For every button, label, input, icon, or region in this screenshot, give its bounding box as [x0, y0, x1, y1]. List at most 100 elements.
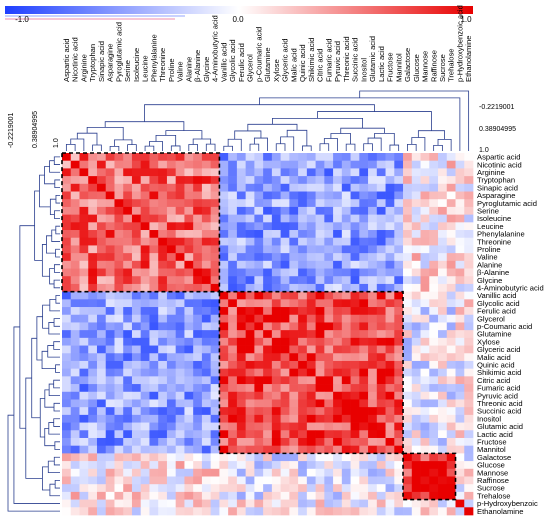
heatmap-cell [70, 384, 80, 393]
heatmap-cell [254, 368, 264, 377]
heatmap-cell [184, 337, 194, 346]
heatmap-cell [376, 422, 386, 431]
heatmap-cell [105, 368, 115, 377]
heatmap-cell [219, 222, 229, 231]
heatmap-cell [245, 291, 255, 300]
heatmap-cell [105, 484, 115, 493]
heatmap-cell [306, 222, 316, 231]
heatmap-cell [219, 399, 229, 408]
dendrogram-branch [104, 121, 185, 131]
heatmap-cell [245, 268, 255, 277]
heatmap-cell [105, 291, 115, 300]
heatmap-cell [289, 360, 299, 370]
heatmap-cell [429, 230, 439, 239]
heatmap-cell [446, 168, 456, 177]
heatmap-cell [333, 176, 343, 185]
heatmap-cell [158, 168, 168, 177]
heatmap-cell [280, 276, 290, 285]
row-label: Glucose [477, 461, 505, 470]
heatmap-cell [254, 191, 264, 200]
heatmap-cell [280, 430, 290, 439]
heatmap-cell [245, 191, 255, 200]
heatmap-cell [123, 491, 133, 500]
heatmap-cell [403, 168, 413, 177]
heatmap-cell [446, 376, 456, 385]
heatmap-cell [114, 391, 124, 400]
heatmap-cell [254, 391, 264, 400]
heatmap-cell [280, 307, 290, 316]
heatmap-cell [350, 176, 360, 185]
heatmap-cell [464, 183, 474, 192]
heatmap-cell [79, 368, 89, 377]
heatmap-cell [219, 299, 229, 308]
heatmap-cell [88, 260, 98, 269]
heatmap-cell [166, 176, 177, 185]
row-label: Ferulic acid [477, 307, 516, 316]
heatmap-cell [79, 299, 89, 308]
heatmap-cell [289, 153, 299, 162]
heatmap-cell [403, 253, 413, 262]
heatmap-cell [140, 491, 150, 500]
column-label: Asparagine [106, 44, 115, 82]
heatmap-cell [324, 407, 334, 416]
heatmap-cell [403, 399, 413, 408]
heatmap-cell [446, 322, 456, 331]
heatmap-cell [184, 399, 194, 408]
heatmap-cell [79, 461, 89, 470]
heatmap-cell [306, 183, 316, 192]
heatmap-cell [438, 176, 448, 185]
heatmap-cell [175, 484, 185, 493]
heatmap-cell [175, 391, 185, 400]
heatmap-cell [368, 384, 378, 393]
heatmap-cell [201, 353, 211, 362]
heatmap-cell [236, 491, 246, 500]
heatmap-cell [114, 499, 124, 508]
heatmap-cell [306, 499, 316, 508]
heatmap-cell [385, 245, 395, 254]
column-label: Threonine [158, 48, 167, 82]
heatmap-cell [350, 422, 360, 431]
heatmap-cell [184, 245, 194, 254]
row-label: Mannitol [477, 445, 506, 454]
heatmap-cell [289, 222, 299, 231]
heatmap-cell [114, 160, 124, 169]
heatmap-cell [359, 230, 369, 239]
heatmap-cell [263, 414, 273, 423]
heatmap-cell [254, 299, 264, 308]
heatmap-cell [131, 399, 142, 408]
heatmap-cell [201, 206, 211, 215]
heatmap-cell [131, 461, 142, 470]
heatmap-cell [359, 307, 369, 316]
heatmap-cell [359, 283, 369, 292]
heatmap-cell [429, 391, 439, 400]
heatmap-cell [131, 245, 142, 254]
heatmap-cell [263, 407, 273, 416]
heatmap-cell [263, 345, 273, 354]
heatmap-cell [149, 183, 159, 192]
heatmap-cell [394, 445, 404, 454]
heatmap-cell [158, 430, 168, 439]
heatmap-cell [420, 260, 430, 269]
heatmap-cell [105, 183, 115, 192]
color-scale: -1.0 0.0 1.0 [5, 6, 473, 24]
heatmap-cell [166, 276, 177, 285]
heatmap-cell [228, 476, 238, 485]
heatmap-cell [359, 430, 369, 439]
heatmap-cell [166, 199, 177, 208]
heatmap-cell [88, 222, 98, 231]
heatmap-cell [175, 399, 185, 408]
heatmap-cell [62, 453, 72, 462]
heatmap-cell [88, 376, 98, 385]
heatmap-cell [245, 168, 255, 177]
heatmap-cell [193, 283, 203, 292]
heatmap-cell [245, 199, 255, 208]
heatmap-cell [420, 322, 430, 331]
heatmap-cell [385, 414, 395, 423]
heatmap-cell [166, 253, 177, 262]
heatmap-cell [298, 153, 308, 162]
heatmap-cell [411, 476, 421, 485]
heatmap-cell [166, 399, 177, 408]
heatmap-cell [79, 153, 89, 162]
heatmap-cell [201, 191, 211, 200]
heatmap-cell [403, 237, 413, 246]
